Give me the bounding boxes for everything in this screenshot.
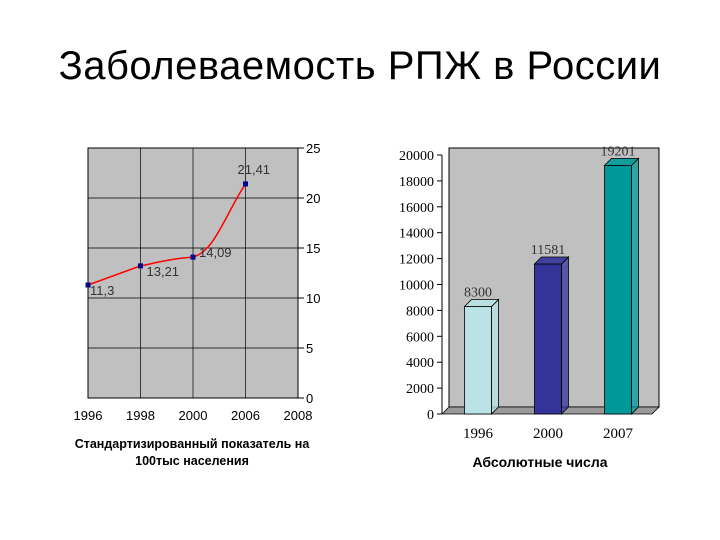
right-y-tick-label: 12000: [399, 253, 434, 268]
right-bar-top: [533, 256, 570, 265]
right-bar-side: [491, 298, 499, 415]
left-y-tick-label: 25: [306, 141, 320, 156]
right-x-tick-label: 2007: [603, 426, 634, 442]
right-x-tick-label: 2000: [533, 426, 563, 442]
left-y-tick-label: 10: [306, 291, 320, 306]
right-y-tick-label: 14000: [399, 227, 434, 242]
right-bar-front: [534, 263, 562, 415]
left-data-label: 14,09: [199, 245, 232, 260]
right-y-tick-label: 18000: [399, 175, 434, 190]
right-y-tick-label: 4000: [406, 356, 434, 371]
left-caption-line-2: 100тыс населения: [135, 454, 249, 468]
left-x-tick-label: 1996: [74, 408, 103, 423]
right-y-tick-label: 0: [427, 408, 434, 423]
left-y-tick-label: 5: [306, 341, 313, 356]
left-caption-line-1: Стандартизированный показатель на: [74, 437, 310, 451]
left-x-tick-label: 2000: [179, 408, 208, 423]
right-chart-caption: Абсолютные числа: [472, 454, 608, 470]
left-y-tick-label: 15: [306, 241, 320, 256]
left-data-point: [138, 263, 143, 269]
right-bar-front: [464, 306, 492, 415]
right-y-tick-label: 16000: [399, 201, 434, 216]
left-data-point: [190, 254, 196, 260]
left-y-tick-label: 0: [306, 391, 313, 406]
left-x-tick-label: 1998: [126, 408, 155, 423]
right-y-tick-label: 20000: [399, 149, 434, 164]
left-chart-caption: Стандартизированный показатель на 100тыс…: [52, 436, 332, 470]
right-x-tick-label: 1996: [463, 426, 494, 442]
left-x-tick-label: 2008: [284, 408, 313, 423]
right-bar-top: [603, 157, 640, 166]
left-data-label: 11,3: [90, 283, 114, 298]
left-data-point: [243, 181, 248, 187]
right-bar-value-label: 11581: [531, 243, 565, 258]
left-y-tick-label: 20: [306, 191, 320, 206]
left-data-label: 13,21: [147, 264, 180, 279]
right-bar-front: [604, 164, 632, 415]
right-y-tick-label: 2000: [406, 382, 434, 397]
right-bar-side: [631, 157, 639, 415]
slide-title: Заболеваемость РПЖ в России: [58, 44, 662, 88]
right-bar-side: [561, 256, 569, 415]
right-y-tick-label: 8000: [406, 304, 434, 319]
left-x-tick-label: 2006: [231, 408, 260, 423]
right-bar-value-label: 19201: [601, 144, 636, 159]
left-data-point: [85, 282, 91, 288]
right-bar-top: [463, 299, 500, 307]
right-y-tick-label: 10000: [399, 279, 434, 294]
right-y-tick-label: 6000: [406, 330, 434, 345]
left-data-label: 21,41: [238, 162, 271, 177]
right-bar-value-label: 8300: [464, 286, 492, 301]
